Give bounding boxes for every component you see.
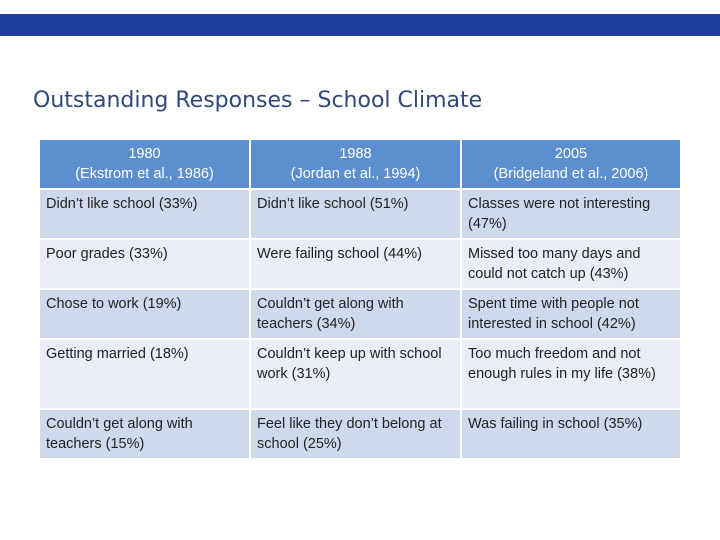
table-row: Couldn’t get along with teachers (15%) F… (40, 410, 680, 460)
header-source: (Bridgeland et al., 2006) (493, 166, 649, 182)
slide-title: Outstanding Responses – School Climate (33, 88, 483, 113)
header-source: (Ekstrom et al., 1986) (75, 166, 214, 182)
column-header-1980: 1980 (Ekstrom et al., 1986) (40, 140, 251, 190)
table-header-row: 1980 (Ekstrom et al., 1986) 1988 (Jordan e… (40, 140, 680, 190)
column-header-1988: 1988 (Jordan et al., 1994) (251, 140, 462, 190)
table-cell: Too much freedom and not enough rules in… (462, 340, 680, 410)
table-cell: Spent time with people not interested in… (462, 290, 680, 340)
table-cell: Didn’t like school (51%) (251, 190, 462, 240)
table-cell: Was failing in school (35%) (462, 410, 680, 460)
responses-table: 1980 (Ekstrom et al., 1986) 1988 (Jordan e… (40, 140, 680, 460)
table-row: Poor grades (33%) Were failing school (4… (40, 240, 680, 290)
table-cell: Chose to work (19%) (40, 290, 251, 340)
table-cell: Classes were not interesting (47%) (462, 190, 680, 240)
header-year: 1988 (339, 146, 372, 162)
column-header-2005: 2005 (Bridgeland et al., 2006) (462, 140, 680, 190)
table-cell: Couldn’t get along with teachers (15%) (40, 410, 251, 460)
table-cell: Getting married (18%) (40, 340, 251, 410)
table-row: Didn’t like school (33%) Didn’t like sch… (40, 190, 680, 240)
table-cell: Poor grades (33%) (40, 240, 251, 290)
table-cell: Were failing school (44%) (251, 240, 462, 290)
table-cell: Couldn’t get along with teachers (34%) (251, 290, 462, 340)
header-source: (Jordan et al., 1994) (290, 166, 421, 182)
table-cell: Feel like they don’t belong at school (2… (251, 410, 462, 460)
header-accent-bar (0, 14, 720, 36)
header-year: 2005 (554, 146, 588, 162)
header-year: 1980 (128, 146, 161, 162)
table-cell: Didn’t like school (33%) (40, 190, 251, 240)
table-cell: Couldn’t keep up with school work (31%) (251, 340, 462, 410)
table-cell: Missed too many days and could not catch… (462, 240, 680, 290)
table-row: Getting married (18%) Couldn’t keep up w… (40, 340, 680, 410)
table-row: Chose to work (19%) Couldn’t get along w… (40, 290, 680, 340)
